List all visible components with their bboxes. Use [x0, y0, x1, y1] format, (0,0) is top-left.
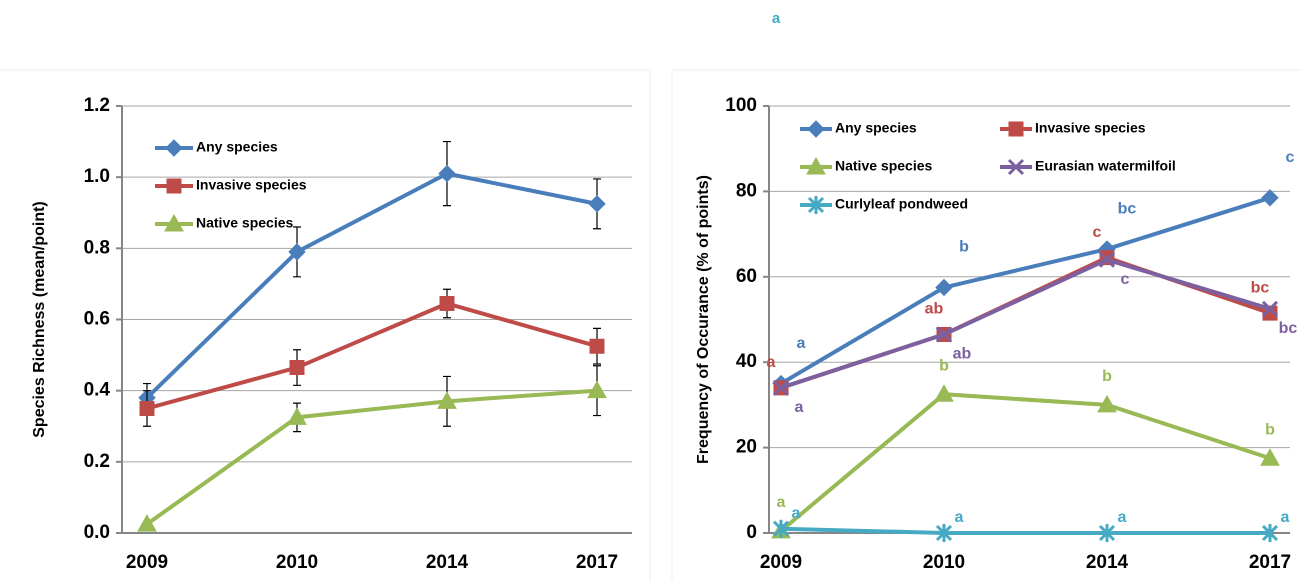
- marker: [1098, 251, 1116, 268]
- y-tick-label: 100: [725, 95, 757, 116]
- series-line: [780, 526, 1270, 535]
- marker: [288, 243, 306, 261]
- significance-letter: c: [1121, 271, 1130, 288]
- significance-letter: ab: [925, 301, 944, 318]
- marker: [139, 400, 155, 416]
- y-axis-label: Species Richness (mean/point): [31, 201, 48, 438]
- legend-label: Invasive species: [1035, 120, 1146, 136]
- significance-letter: a: [767, 354, 776, 371]
- significance-letter: bc: [1279, 320, 1298, 337]
- legend-label: Any species: [835, 120, 917, 136]
- y-tick-label: 1.0: [84, 166, 110, 187]
- marker: [772, 519, 790, 538]
- significance-letter: a: [955, 509, 964, 526]
- marker: [589, 338, 605, 354]
- marker: [438, 164, 456, 183]
- chart: 0.0 0.2 0.4 0.6 0.8 1.0 1.2 Species Richness (m…: [31, 95, 632, 573]
- x-tick-label: 2010: [923, 552, 965, 573]
- x-tick-label: 2009: [760, 552, 802, 573]
- x-tick-label: 2014: [1086, 552, 1129, 573]
- y-tick-label: 0.4: [84, 380, 111, 401]
- marker: [137, 514, 157, 532]
- series-line: [145, 388, 598, 526]
- series-line: [779, 392, 1271, 533]
- y-tick-label: 0.6: [84, 309, 110, 330]
- marker: [439, 295, 455, 311]
- marker: [935, 524, 953, 542]
- x-tick-label: 2017: [1249, 552, 1291, 573]
- x-tick-label: 2010: [276, 552, 318, 573]
- marker: [1261, 189, 1279, 207]
- significance-letter: ab: [953, 346, 972, 363]
- y-tick-label: 0.2: [84, 451, 110, 472]
- series-line: [145, 171, 598, 400]
- legend-marker: [806, 156, 826, 175]
- significance-letter: c: [1093, 224, 1102, 241]
- y-tick-label: 80: [736, 180, 757, 201]
- significance-letter: bc: [1118, 200, 1137, 217]
- significance-letter: a: [795, 399, 804, 416]
- series-line: [780, 257, 1271, 390]
- marker: [587, 380, 607, 399]
- series-line: [146, 301, 598, 411]
- significance-letter: b: [959, 239, 969, 256]
- legend-marker: [807, 120, 825, 138]
- legend-marker: [1008, 121, 1024, 137]
- legend-label: Eurasian watermilfoil: [1035, 158, 1176, 174]
- marker: [772, 379, 790, 396]
- legend-marker: [165, 139, 183, 157]
- marker: [935, 278, 953, 297]
- series-line: [779, 195, 1271, 386]
- marker: [437, 391, 457, 409]
- x-tick-label: 2009: [126, 552, 168, 573]
- y-tick-label: 40: [736, 351, 757, 372]
- significance-letter: b: [1265, 421, 1275, 438]
- significance-letter: c: [1286, 149, 1295, 166]
- y-tick-label: 20: [736, 437, 757, 458]
- significance-letter: a: [797, 335, 806, 352]
- significance-letter: b: [939, 357, 949, 374]
- x-tick-label: 2017: [576, 552, 618, 573]
- y-tick-label: 60: [736, 266, 757, 287]
- significance-letter: a: [792, 505, 801, 522]
- y-tick-label: 0.8: [84, 237, 110, 258]
- legend-label: Native species: [835, 158, 932, 174]
- y-axis-label: Frequency of Occurance (% of points): [695, 175, 712, 464]
- chart: 0 20 40 60 80 100 Frequency of Occurance (% of…: [695, 10, 1297, 573]
- significance-letter: a: [1118, 509, 1127, 526]
- legend-label: Curlyleaf pondweed: [835, 196, 968, 212]
- marker: [934, 384, 954, 402]
- marker: [287, 407, 307, 425]
- legend-label: Any species: [196, 139, 278, 155]
- x-tick-label: 2014: [426, 552, 469, 573]
- legend-label: Native species: [196, 215, 293, 231]
- marker: [1098, 524, 1116, 542]
- legend-marker: [164, 213, 184, 232]
- y-tick-label: 0: [746, 522, 757, 543]
- y-tick-label: 1.2: [84, 95, 110, 116]
- legend-label: Invasive species: [196, 177, 307, 193]
- legend-marker: [1007, 158, 1025, 176]
- significance-letter: a: [777, 494, 786, 511]
- marker: [588, 195, 606, 213]
- legend-marker: [166, 178, 182, 194]
- significance-letter: bc: [1251, 279, 1270, 296]
- annotation: a: [772, 10, 781, 27]
- significance-letter: b: [1102, 368, 1112, 385]
- y-tick-label: 0.0: [84, 522, 110, 543]
- marker: [289, 360, 305, 376]
- marker: [1261, 300, 1279, 317]
- marker: [935, 326, 953, 343]
- legend-marker: [807, 196, 825, 214]
- marker: [1261, 524, 1279, 542]
- marker: [1097, 394, 1117, 413]
- significance-letter: a: [1281, 509, 1290, 526]
- marker: [1260, 448, 1280, 466]
